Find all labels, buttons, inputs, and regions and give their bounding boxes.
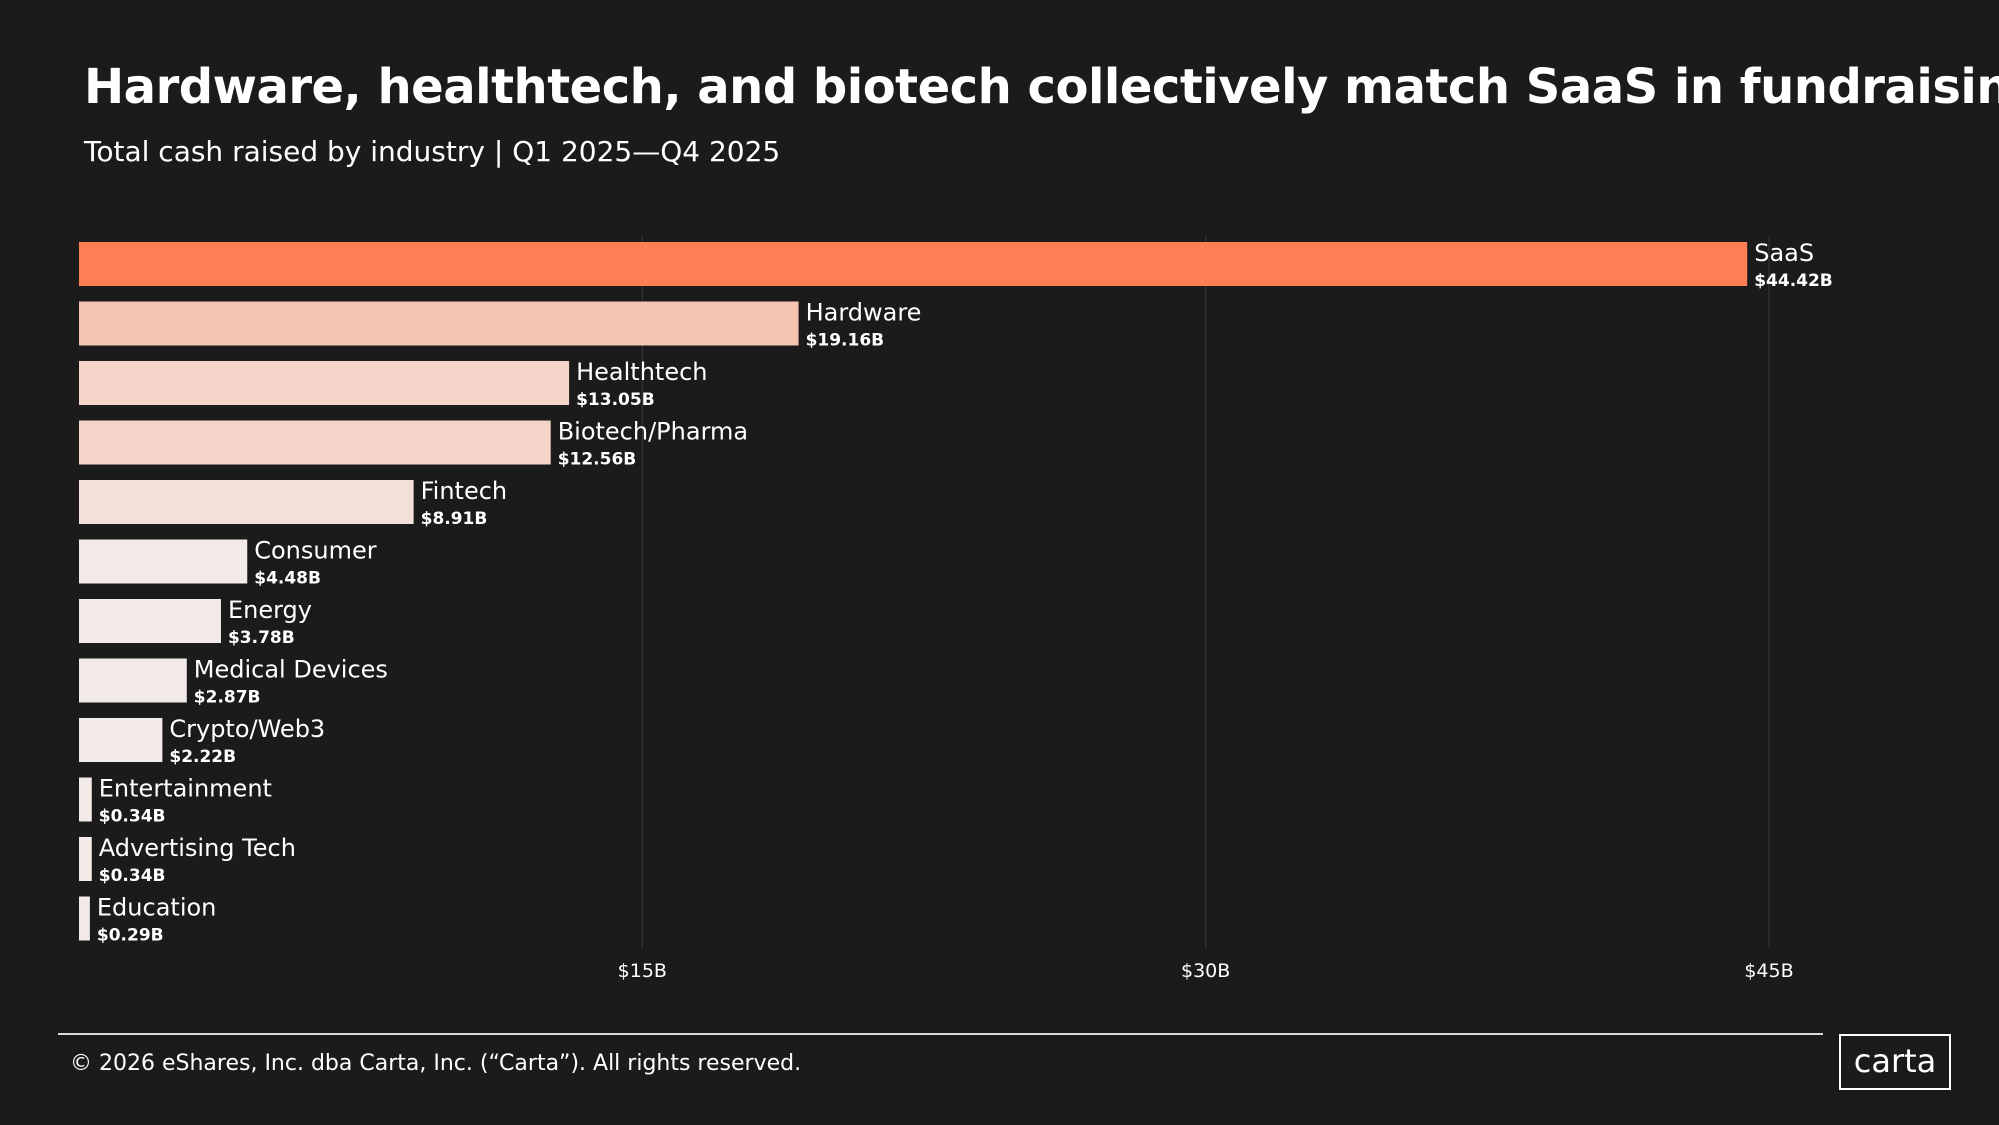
- category-label: Biotech/Pharma: [558, 418, 748, 446]
- bar-education: [79, 896, 90, 941]
- category-label: SaaS: [1754, 239, 1814, 267]
- category-label: Fintech: [421, 477, 508, 505]
- copyright-notice: © 2026 eShares, Inc. dba Carta, Inc. (“C…: [70, 1051, 802, 1076]
- x-tick-label: $15B: [618, 960, 667, 982]
- value-label: $0.29B: [97, 926, 164, 946]
- bar-fintech: [79, 480, 414, 524]
- value-label: $8.91B: [421, 509, 488, 529]
- carta-logo: carta: [1839, 1034, 1951, 1090]
- bar-entertainment: [79, 777, 92, 822]
- bar-crypto-web3: [79, 718, 163, 762]
- x-tick-label: $45B: [1744, 960, 1793, 982]
- bar-hardware: [79, 301, 799, 346]
- bar-labels: SaaS $44.42B Hardware $19.16B Healthtech $13.…: [97, 239, 1833, 946]
- bars: [79, 242, 1748, 941]
- value-label: $3.78B: [228, 628, 295, 648]
- value-label: $4.48B: [254, 569, 321, 589]
- footer-divider: [58, 1033, 1823, 1035]
- category-label: Crypto/Web3: [169, 715, 325, 743]
- chart-subtitle: Total cash raised by industry | Q1 2025—…: [84, 135, 781, 168]
- bar-medical-devices: [79, 658, 187, 703]
- value-label: $0.34B: [99, 866, 166, 886]
- category-label: Medical Devices: [194, 656, 388, 684]
- gridlines: [641, 236, 1770, 948]
- value-label: $12.56B: [558, 450, 637, 470]
- value-label: $19.16B: [806, 331, 885, 351]
- chart-title: Hardware, healthtech, and biotech collec…: [84, 59, 1999, 115]
- bar-biotech-pharma: [79, 420, 551, 465]
- category-label: Consumer: [254, 537, 377, 565]
- category-label: Energy: [228, 596, 312, 624]
- x-tick-label: $30B: [1181, 960, 1230, 982]
- value-label: $13.05B: [576, 390, 655, 410]
- bar-healthtech: [79, 361, 570, 405]
- value-label: $44.42B: [1754, 271, 1833, 291]
- bar-saas: [79, 242, 1748, 286]
- category-label: Entertainment: [99, 775, 272, 803]
- value-label: $2.87B: [194, 688, 261, 708]
- category-label: Hardware: [806, 299, 922, 327]
- bar-consumer: [79, 539, 248, 584]
- bar-advertising-tech: [79, 837, 92, 881]
- category-label: Healthtech: [576, 358, 707, 386]
- value-label: $2.22B: [169, 747, 236, 767]
- value-label: $0.34B: [99, 807, 166, 827]
- category-label: Advertising Tech: [99, 834, 296, 862]
- bar-energy: [79, 599, 221, 643]
- category-label: Education: [97, 894, 216, 922]
- x-axis-ticks: $15B $30B $45B: [618, 960, 1794, 982]
